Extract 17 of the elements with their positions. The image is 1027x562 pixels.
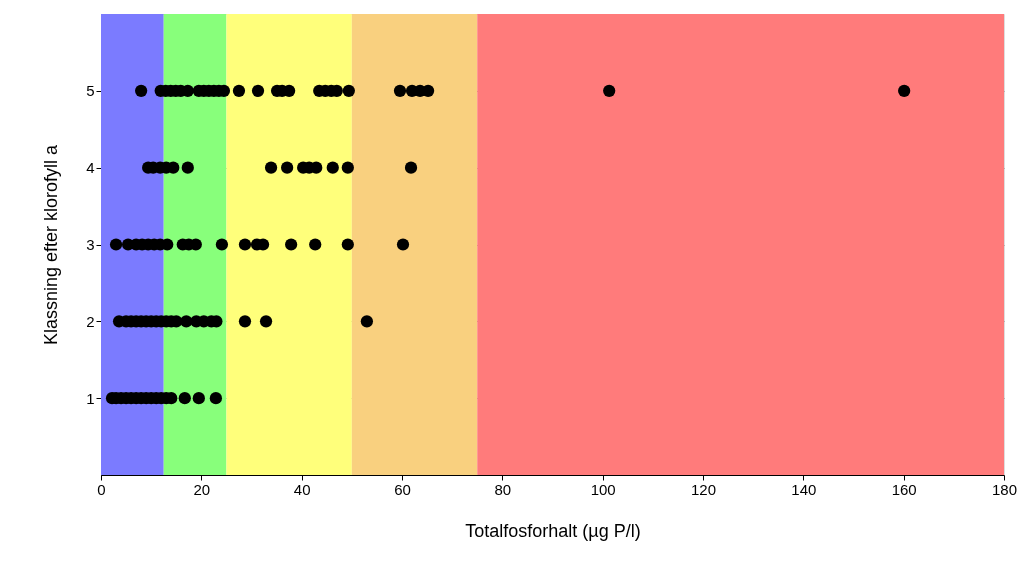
y-tick-label: 3	[86, 236, 95, 253]
y-tick-label: 1	[86, 389, 95, 407]
x-tick-label: 40	[293, 480, 311, 498]
x-tick-label: 60	[394, 480, 411, 498]
x-tick-label: 160	[891, 480, 917, 498]
y-axis-title: Klassning efter klorofyll a	[41, 143, 62, 346]
x-tick-label: 80	[494, 480, 512, 498]
y-tick-label: 5	[86, 82, 95, 100]
x-tick-label: 20	[193, 480, 211, 498]
x-tick-label: 120	[690, 480, 717, 498]
x-tick-label: 100	[590, 480, 616, 498]
x-tick-label: 180	[991, 480, 1018, 498]
x-axis-title: Totalfosforhalt (µg P/l)	[465, 520, 641, 541]
y-tick-label: 4	[86, 159, 95, 177]
x-tick-label: 140	[791, 480, 817, 498]
x-tick-label: 0	[97, 480, 106, 498]
y-tick-label: 2	[86, 312, 95, 330]
